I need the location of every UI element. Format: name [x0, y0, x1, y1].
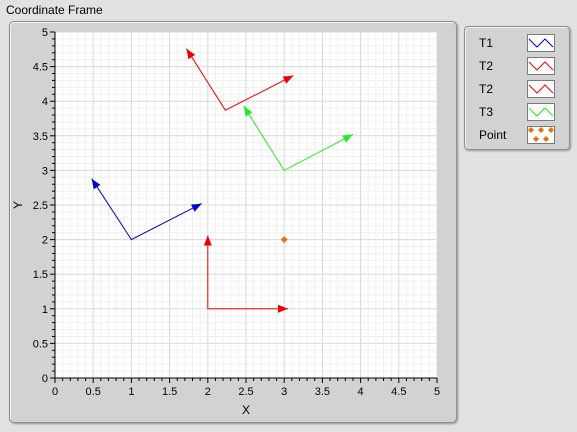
y-tick-label: 4.5: [33, 62, 48, 74]
arrow-head: [203, 235, 212, 246]
y-axis-title: Y: [11, 201, 25, 209]
plot-legend[interactable]: T1 T2 T2 T3 Point: [464, 26, 570, 150]
series-4: [280, 236, 288, 244]
legend-swatch[interactable]: [527, 57, 555, 75]
series-3: [243, 105, 354, 172]
arrow-head: [243, 106, 253, 117]
x-tick-label: 3: [281, 386, 287, 398]
chart-title: Coordinate Frame: [6, 3, 103, 17]
legend-swatch[interactable]: [527, 34, 555, 52]
legend-swatch[interactable]: [527, 126, 555, 144]
arrow-head: [91, 178, 101, 190]
x-tick-label: 1.5: [162, 386, 177, 398]
legend-swatch-graphic: [528, 84, 554, 94]
x-tick-label: 2.5: [238, 386, 253, 398]
arrow-head: [278, 304, 289, 313]
x-tick-label: 0: [52, 386, 58, 398]
y-tick-label: 5: [42, 27, 48, 39]
legend-swatch-graphic: [528, 107, 554, 117]
y-tick-label: 3: [42, 165, 48, 177]
data-point: [280, 236, 288, 244]
legend-entry[interactable]: T3: [465, 101, 571, 124]
legend-marker: [543, 136, 549, 142]
legend-label: Point: [479, 128, 507, 142]
arrow-head: [186, 48, 196, 60]
legend-swatch-graphic: [528, 127, 554, 142]
legend-line: [528, 38, 554, 48]
legend-label: T2: [479, 59, 494, 73]
legend-swatch-graphic: [528, 38, 554, 48]
y-tick-label: 0.5: [33, 338, 48, 350]
legend-entry[interactable]: Point: [465, 124, 571, 147]
legend-swatch[interactable]: [527, 103, 555, 121]
series-2: [185, 48, 294, 111]
legend-swatch[interactable]: [527, 80, 555, 98]
legend-entry[interactable]: T2: [465, 55, 571, 78]
legend-label: T1: [479, 36, 494, 50]
y-tick-label: 1.5: [33, 269, 48, 281]
x-tick-label: 1: [128, 386, 134, 398]
legend-line: [528, 61, 554, 71]
y-tick-label: 2: [42, 235, 48, 247]
legend-label: T3: [479, 105, 494, 119]
y-tick-label: 1: [42, 304, 48, 316]
legend-line: [528, 107, 554, 117]
legend-marker: [548, 127, 554, 133]
legend-label: T2: [479, 82, 494, 96]
legend-marker: [528, 127, 534, 133]
arrow-head: [190, 203, 202, 212]
legend-entry[interactable]: T1: [465, 32, 571, 55]
y-tick-label: 0: [42, 373, 48, 385]
y-tick-label: 4: [42, 96, 48, 108]
x-tick-label: 2: [205, 386, 211, 398]
series-line: [185, 48, 294, 111]
legend-entry[interactable]: T2: [465, 78, 571, 101]
x-tick-label: 4.5: [391, 386, 406, 398]
legend-line: [528, 84, 554, 94]
series-0: [91, 178, 202, 241]
x-axis-title: X: [242, 403, 250, 417]
legend-marker: [538, 127, 544, 133]
series-line: [207, 235, 289, 310]
y-tick-label: 2.5: [33, 200, 48, 212]
arrow-head: [282, 75, 294, 84]
arrow-head: [342, 134, 353, 143]
y-tick-label: 3.5: [33, 131, 48, 143]
x-tick-label: 3.5: [315, 386, 330, 398]
legend-marker: [533, 136, 539, 142]
x-tick-label: 4: [358, 386, 364, 398]
legend-swatch-graphic: [528, 61, 554, 71]
series-1: [203, 235, 289, 313]
series-line: [91, 178, 202, 241]
x-tick-label: 5: [434, 386, 440, 398]
series-line: [243, 105, 354, 172]
x-tick-label: 0.5: [86, 386, 101, 398]
